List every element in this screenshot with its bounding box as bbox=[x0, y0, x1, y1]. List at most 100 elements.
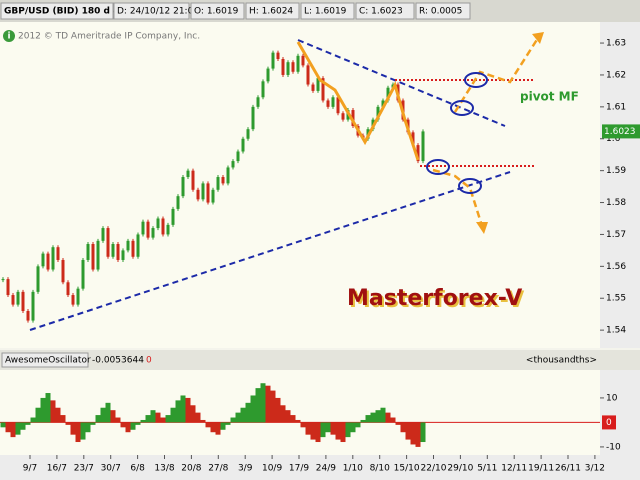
osc-bar bbox=[385, 412, 391, 423]
osc-bar bbox=[175, 400, 181, 423]
y-tick-label: 0 bbox=[606, 418, 612, 428]
osc-bar bbox=[395, 422, 401, 425]
x-tick-label: 19/11 bbox=[528, 464, 554, 474]
x-tick-label: 26/11 bbox=[555, 464, 581, 474]
osc-panel bbox=[0, 370, 600, 455]
osc-bar bbox=[210, 422, 216, 433]
x-tick-label: 15/10 bbox=[394, 464, 420, 474]
x-tick-label: 3/9 bbox=[238, 464, 253, 474]
header-field-box bbox=[415, 2, 471, 20]
osc-bar bbox=[375, 410, 381, 423]
osc-bar bbox=[205, 422, 211, 428]
marker-ellipse bbox=[426, 159, 450, 175]
osc-title: AwesomeOscillator bbox=[5, 356, 91, 366]
osc-title-box bbox=[1, 352, 89, 368]
osc-bar bbox=[285, 410, 291, 423]
osc-bar bbox=[340, 422, 346, 443]
osc-bar bbox=[290, 415, 296, 423]
osc-bar bbox=[155, 412, 161, 423]
x-tick-label: 12/11 bbox=[501, 464, 527, 474]
marker-ellipse bbox=[458, 178, 482, 194]
osc-bar bbox=[315, 422, 321, 443]
osc-bar bbox=[320, 422, 326, 438]
zigzag bbox=[296, 41, 420, 161]
osc-bar bbox=[40, 397, 46, 423]
x-tick-label: 13/8 bbox=[154, 464, 174, 474]
osc-header bbox=[0, 350, 640, 370]
osc-bar bbox=[280, 405, 286, 423]
osc-bar bbox=[165, 415, 171, 423]
osc-bar bbox=[245, 402, 251, 423]
x-tick-label: 9/7 bbox=[23, 464, 37, 474]
arrow-down bbox=[476, 222, 488, 234]
osc-bar bbox=[325, 422, 331, 433]
osc-bar bbox=[275, 397, 281, 423]
osc-bar bbox=[195, 412, 201, 423]
osc-bar bbox=[225, 422, 231, 425]
x-tick-label: 23/7 bbox=[74, 464, 94, 474]
osc-bar bbox=[180, 395, 186, 423]
osc-bar bbox=[55, 407, 61, 423]
x-tick-label: 5/11 bbox=[477, 464, 497, 474]
drawings bbox=[29, 32, 544, 331]
x-tick-label: 16/7 bbox=[47, 464, 67, 474]
osc-bar bbox=[365, 415, 371, 423]
osc-bar bbox=[125, 422, 131, 433]
osc-bar bbox=[5, 422, 11, 433]
osc-bar bbox=[250, 395, 256, 423]
osc-shift: 0 bbox=[146, 356, 152, 366]
price-axis bbox=[600, 22, 640, 348]
y-tick-label: 1.57 bbox=[606, 230, 626, 240]
osc-bar bbox=[350, 422, 356, 433]
brand-label: Masterforex-V bbox=[347, 286, 522, 311]
x-tick-label: 29/10 bbox=[447, 464, 473, 474]
osc-bar bbox=[10, 422, 16, 438]
osc-bar bbox=[400, 422, 406, 433]
osc-bar bbox=[15, 422, 21, 435]
osc-bar bbox=[0, 422, 6, 428]
arrow-up bbox=[532, 32, 544, 44]
x-tick-label: 20/8 bbox=[181, 464, 201, 474]
osc-bar bbox=[80, 422, 86, 440]
osc-bar bbox=[85, 422, 91, 433]
header-fields: GBP/USD (BID) 180 d 4hD: 24/10/12 21:00O… bbox=[0, 2, 471, 20]
header-field-box bbox=[300, 2, 355, 20]
osc-bar bbox=[230, 417, 236, 423]
osc-bar bbox=[25, 422, 31, 425]
y-tick-label: 1.62 bbox=[606, 70, 626, 80]
marker-ellipse bbox=[464, 72, 488, 88]
info-icon[interactable] bbox=[3, 30, 15, 42]
osc-bar bbox=[390, 417, 396, 423]
osc-bar bbox=[335, 422, 341, 440]
osc-bar bbox=[65, 422, 71, 425]
osc-bar bbox=[415, 422, 421, 447]
osc-bar bbox=[240, 407, 246, 423]
osc-bar bbox=[255, 388, 261, 423]
x-tick-label: 24/9 bbox=[316, 464, 336, 474]
osc-bar bbox=[185, 397, 191, 423]
x-tick-label: 17/9 bbox=[289, 464, 309, 474]
osc-bar bbox=[160, 417, 166, 423]
osc-bar bbox=[345, 422, 351, 438]
osc-bar bbox=[90, 422, 96, 425]
header-field: C: 1.6023 bbox=[359, 7, 403, 17]
last-price-box bbox=[602, 124, 640, 139]
osc-bar bbox=[295, 419, 301, 423]
brand-shadow: Masterforex-V bbox=[349, 288, 524, 313]
osc-bar bbox=[75, 422, 81, 443]
header-field-box bbox=[245, 2, 300, 20]
osc-bar bbox=[360, 419, 366, 423]
osc-axis bbox=[600, 370, 640, 455]
x-tick-label: 1/10 bbox=[343, 464, 363, 474]
last-price-label: 1.6023 bbox=[604, 127, 636, 137]
header-field: O: 1.6019 bbox=[194, 7, 239, 17]
header-field-box bbox=[0, 2, 114, 20]
osc-bar bbox=[200, 419, 206, 423]
x-tick-label: 27/8 bbox=[208, 464, 228, 474]
osc-bar bbox=[60, 415, 66, 423]
x-tick-label: 3/12 bbox=[585, 464, 605, 474]
osc-value: -0.0053644 bbox=[92, 356, 144, 366]
header-field: R: 0.0005 bbox=[419, 7, 462, 17]
osc-bar bbox=[135, 422, 141, 425]
osc-bar bbox=[355, 422, 361, 428]
